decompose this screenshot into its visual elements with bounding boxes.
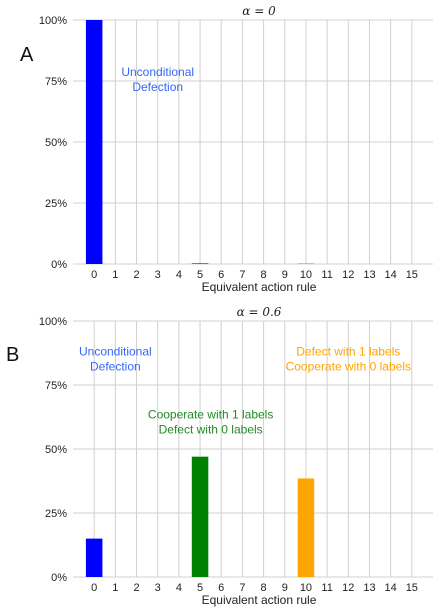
y-tick-label: 50% [45,137,67,149]
chart-title: α = 0 [242,4,276,18]
x-tick-label: 2 [133,582,139,594]
y-tick-label: 25% [45,198,67,210]
x-tick-label: 15 [406,269,418,281]
x-tick-label: 0 [91,582,97,594]
x-tick-label: 15 [406,582,418,594]
x-tick-label: 8 [261,582,267,594]
annotation-text: Unconditional [79,345,152,359]
x-tick-label: 12 [342,269,354,281]
y-tick-label: 0% [51,572,67,584]
annotation-text: Unconditional [121,65,194,79]
x-tick-label: 13 [363,582,375,594]
x-tick-label: 1 [112,269,118,281]
bar-rule-0 [85,538,103,577]
panel-label: B [6,344,19,366]
y-tick-label: 25% [45,508,67,520]
chart-panel-B: 0%25%50%75%100%0 1 2 3 4 5 6 7 8 9 10 11 12 13 14 15Equ… [6,305,433,607]
annotation-text: Defect with 1 labels [296,345,400,359]
x-tick-label: 8 [261,269,267,281]
y-tick-label: 75% [45,380,67,392]
x-tick-label: 11 [321,582,332,594]
x-tick-label: 10 [300,582,312,594]
x-tick-label: 5 [197,582,203,594]
x-tick-label: 14 [385,582,397,594]
bar-rule-5 [191,456,209,577]
annotation-text: Defection [132,80,183,94]
bar-rule-5 [191,263,209,264]
x-tick-label: 0 [91,269,97,281]
y-tick-label: 100% [39,316,67,328]
x-tick-label: 7 [239,269,245,281]
x-axis-label: Equivalent action rule [202,593,317,607]
bar-rule-0 [85,20,103,264]
x-axis-label: Equivalent action rule [202,280,317,294]
panel-label: A [20,44,34,66]
y-tick-label: 100% [39,15,67,27]
x-tick-label: 12 [342,582,354,594]
y-tick-label: 0% [51,259,67,271]
x-tick-label: 4 [176,269,182,281]
x-tick-label: 9 [282,582,288,594]
x-tick-label: 1 [112,582,118,594]
x-tick-label: 4 [176,582,182,594]
x-tick-label: 6 [218,582,224,594]
bar-rule-10 [297,263,315,264]
x-tick-label: 14 [385,269,397,281]
x-tick-label: 2 [133,269,139,281]
x-tick-label: 3 [155,269,161,281]
chart-title: α = 0.6 [237,305,282,319]
annotation-text: Cooperate with 0 labels [286,360,411,374]
y-tick-label: 75% [45,76,67,88]
x-tick-label: 6 [218,269,224,281]
x-tick-label: 3 [155,582,161,594]
x-tick-label: 7 [239,582,245,594]
x-tick-label: 13 [363,269,375,281]
bar-rule-10 [297,478,315,577]
x-tick-label: 10 [300,269,312,281]
annotation-text: Cooperate with 1 labels [148,407,273,421]
x-tick-label: 11 [321,269,332,281]
x-tick-label: 9 [282,269,288,281]
y-tick-label: 50% [45,444,67,456]
annotation-text: Defect with 0 labels [159,422,263,436]
chart-panel-A: 0%25%50%75%100%0 1 2 3 4 5 6 7 8 9 10 11 12 13 14 15Equ… [20,4,433,294]
x-tick-label: 5 [197,269,203,281]
annotation-text: Defection [90,360,141,374]
